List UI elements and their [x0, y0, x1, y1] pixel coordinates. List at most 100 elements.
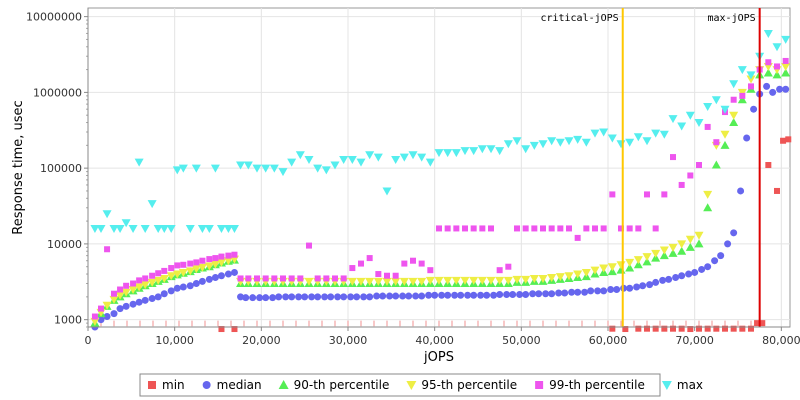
data-point	[174, 262, 181, 269]
data-point	[743, 134, 751, 142]
data-point	[503, 276, 513, 285]
data-point	[547, 137, 557, 146]
data-point	[694, 119, 704, 128]
data-point	[457, 291, 465, 299]
legend-swatch	[535, 381, 544, 389]
data-point	[678, 181, 685, 188]
data-point	[600, 225, 607, 232]
data-point	[347, 277, 357, 286]
data-point	[191, 164, 201, 173]
data-point	[134, 283, 144, 292]
data-point	[633, 260, 643, 269]
data-point	[229, 224, 239, 233]
data-point	[659, 251, 669, 260]
data-point	[280, 275, 286, 282]
data-point	[677, 240, 687, 249]
x-tick-label: 0	[85, 334, 92, 347]
data-point	[230, 268, 238, 276]
data-point	[703, 103, 713, 112]
x-tick-label: 40,000	[415, 334, 454, 347]
legend-label: median	[217, 378, 262, 392]
data-point	[477, 145, 487, 154]
data-point	[555, 138, 565, 147]
data-point	[356, 158, 366, 167]
data-point	[166, 224, 176, 233]
data-point	[197, 263, 207, 272]
data-point	[724, 240, 732, 248]
data-point	[477, 276, 487, 285]
data-point	[405, 292, 413, 300]
data-point	[360, 293, 368, 301]
data-point	[642, 257, 652, 266]
data-point	[148, 295, 156, 303]
data-point	[218, 253, 225, 260]
data-point	[392, 292, 400, 300]
data-point	[613, 286, 621, 294]
data-point	[503, 290, 511, 298]
data-point	[451, 149, 461, 158]
data-point	[464, 291, 472, 299]
data-point	[451, 276, 461, 285]
data-point	[759, 320, 766, 327]
data-point	[694, 239, 704, 248]
data-point	[737, 95, 747, 104]
data-point	[417, 153, 427, 162]
data-point	[172, 270, 182, 279]
data-point	[729, 80, 739, 89]
data-point	[713, 325, 720, 332]
data-point	[243, 161, 253, 170]
data-point	[573, 135, 583, 144]
legend-swatch	[278, 380, 289, 389]
data-point	[776, 85, 784, 93]
data-point	[96, 224, 106, 233]
data-point	[427, 267, 434, 274]
data-point	[347, 156, 357, 165]
data-point	[198, 277, 206, 285]
x-tick-label: 30,000	[329, 334, 368, 347]
data-point	[172, 166, 182, 175]
data-point	[642, 137, 652, 146]
data-point	[159, 274, 169, 283]
data-point	[116, 305, 124, 313]
data-point	[503, 140, 513, 149]
data-point	[618, 225, 624, 232]
data-point	[737, 66, 747, 75]
data-point	[557, 225, 564, 232]
axes: 0 10,000 20,000 30,000 40,000 50,000 60,000 70,…	[26, 8, 800, 347]
legend-label: 95-th percentile	[421, 378, 517, 392]
data-point	[514, 225, 520, 232]
data-point	[781, 62, 791, 71]
data-points	[90, 8, 792, 333]
data-point	[704, 263, 712, 271]
data-point	[696, 162, 702, 169]
data-point	[186, 282, 194, 290]
data-point	[609, 325, 616, 332]
data-point	[521, 275, 531, 284]
y-tick-label: 1000	[54, 314, 82, 327]
data-point	[687, 326, 694, 333]
data-point	[236, 161, 246, 170]
data-point	[583, 225, 590, 232]
data-point	[574, 234, 581, 241]
data-point	[677, 246, 687, 255]
data-point	[128, 224, 138, 233]
data-point	[269, 164, 279, 173]
data-point	[607, 286, 615, 294]
data-point	[185, 224, 195, 233]
data-point	[365, 277, 375, 286]
data-point	[529, 290, 537, 298]
data-point	[412, 292, 420, 300]
data-point	[425, 291, 433, 299]
data-point	[555, 273, 565, 282]
data-point	[625, 138, 635, 147]
data-point	[639, 282, 647, 290]
data-point	[694, 231, 704, 240]
data-point	[774, 63, 780, 70]
data-point	[210, 260, 220, 269]
data-point	[216, 258, 226, 267]
legend-label: min	[162, 378, 185, 392]
data-point	[91, 313, 98, 320]
data-point	[729, 118, 739, 127]
data-point	[746, 75, 756, 84]
y-axis-title: Response time, usec	[11, 100, 26, 234]
